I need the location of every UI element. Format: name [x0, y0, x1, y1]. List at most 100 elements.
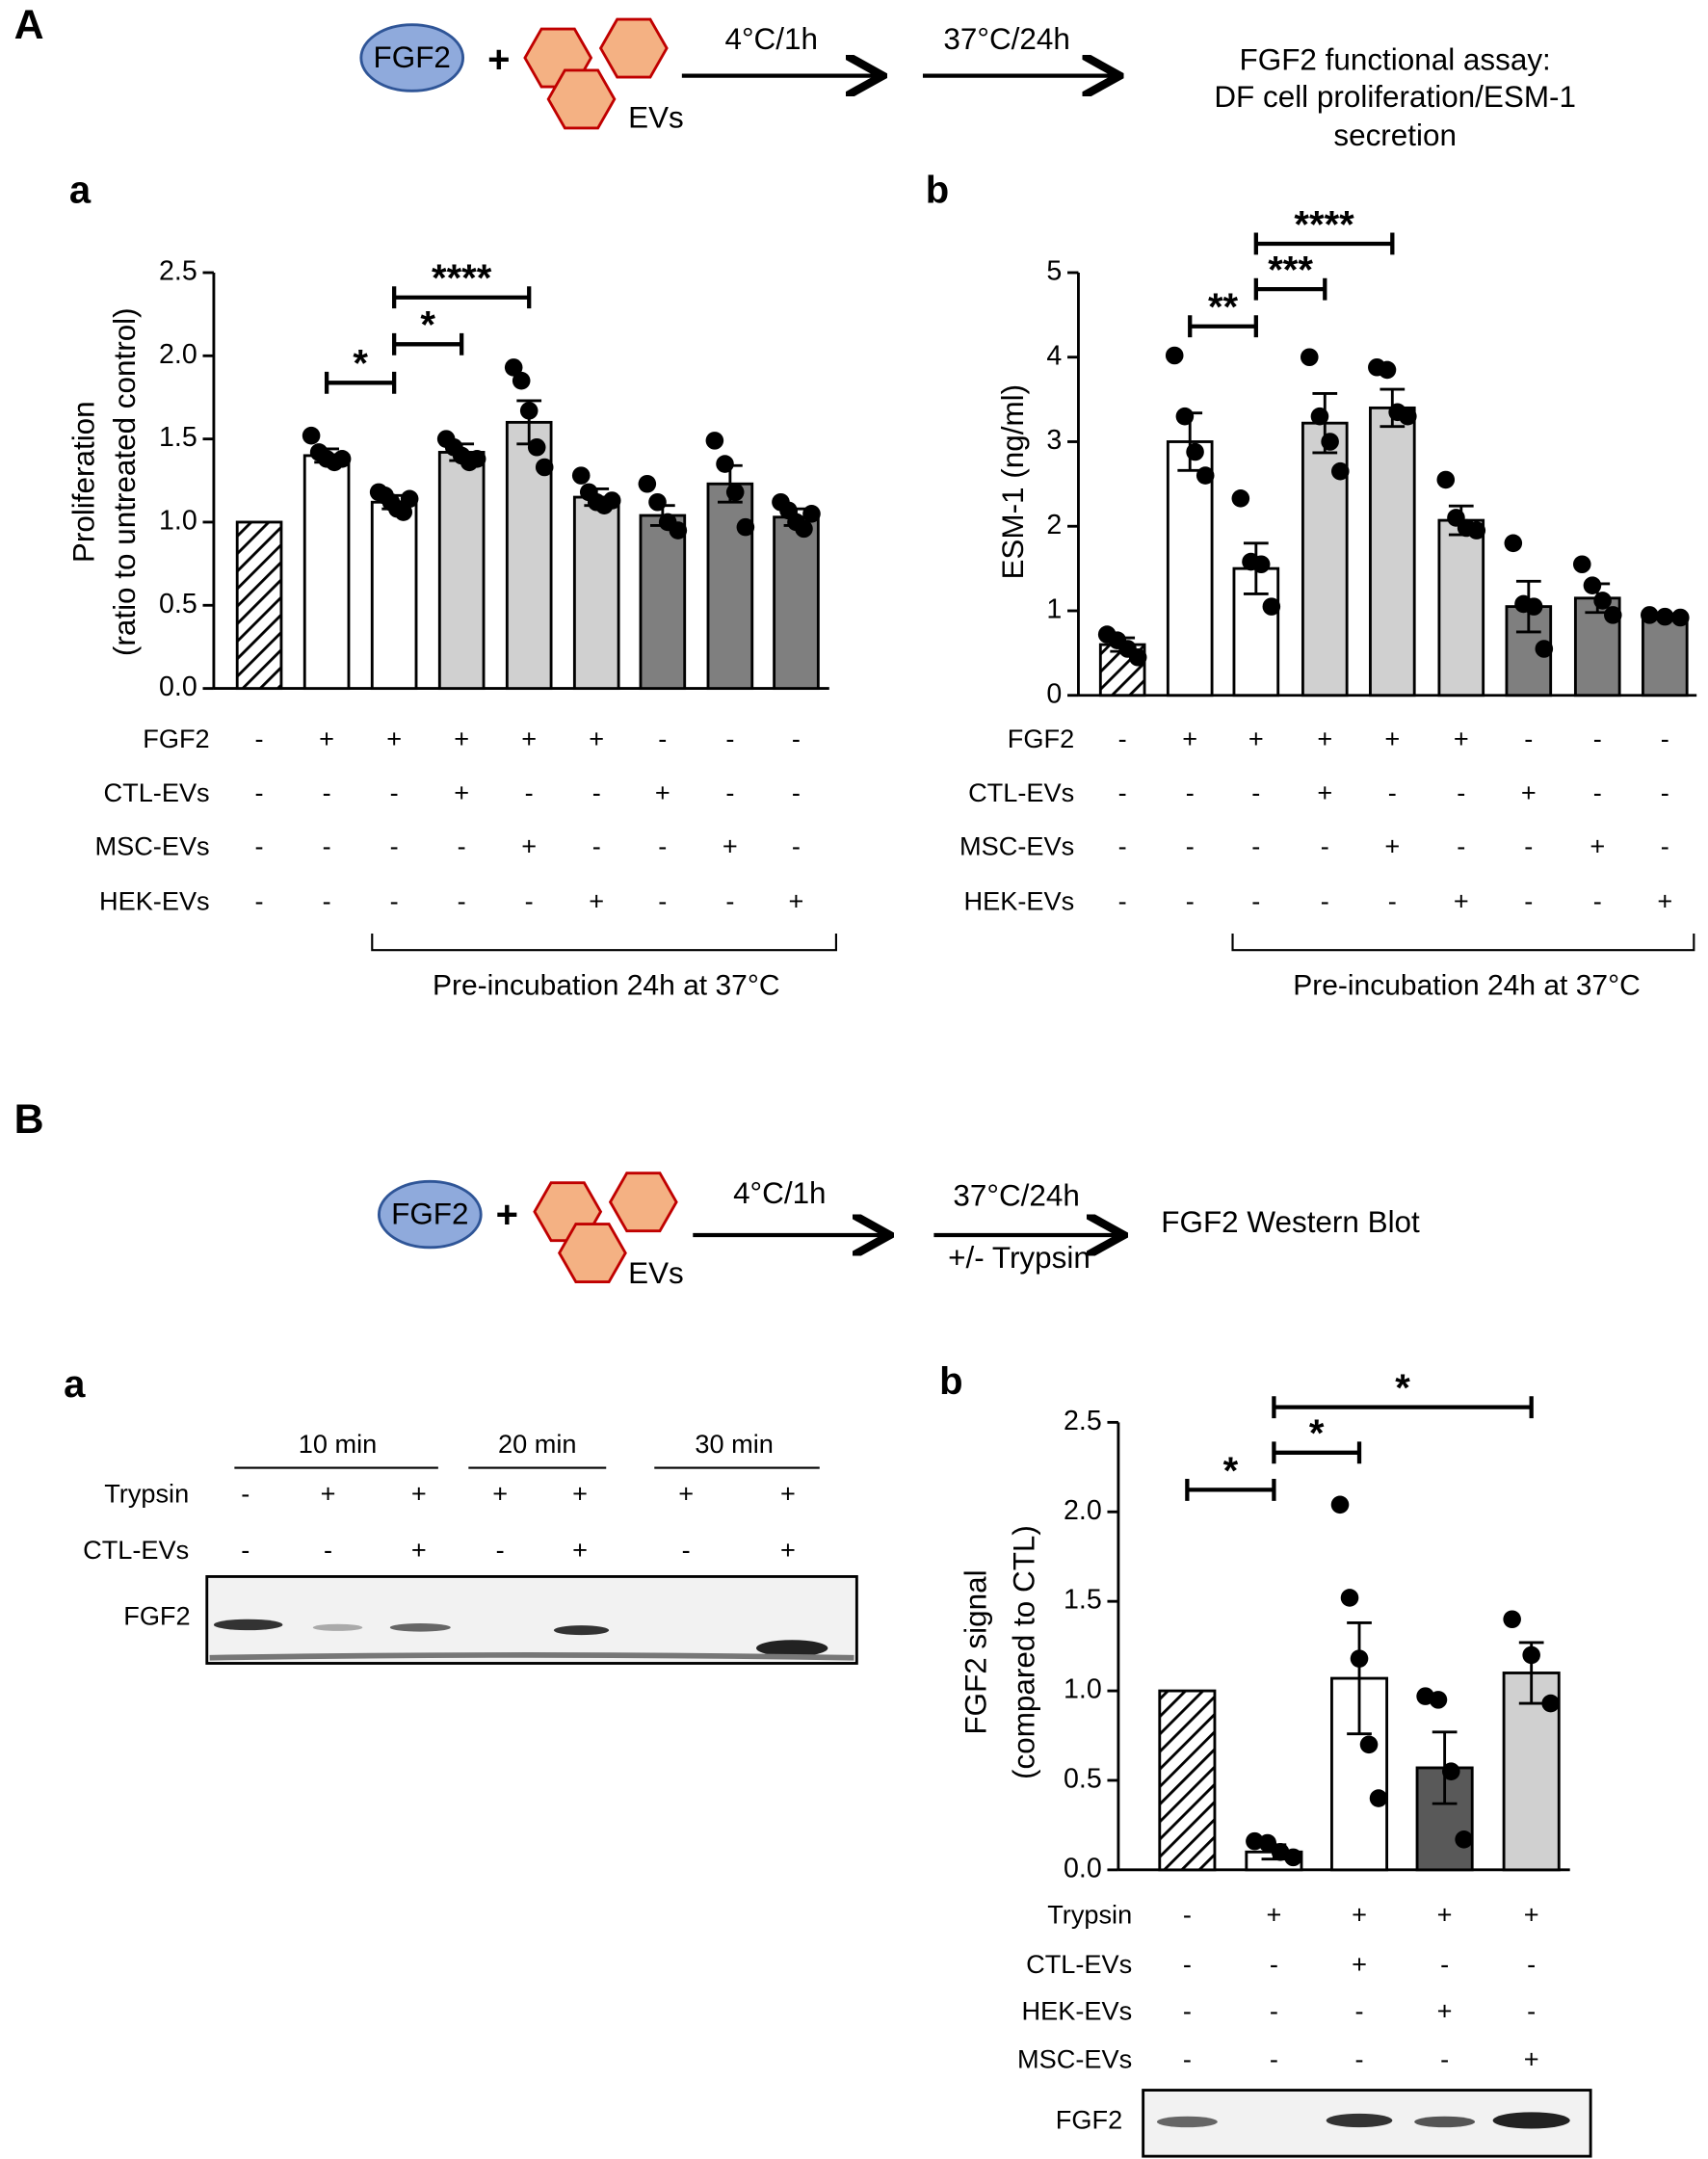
western-blot: FGF2	[1056, 2089, 1592, 2158]
y-axis-label: FGF2 signal	[959, 1569, 992, 1734]
time-label: 10 min	[299, 1429, 377, 1459]
condition-value: -	[1524, 724, 1533, 753]
significance-bracket	[392, 332, 464, 355]
condition-name: HEK-EVs	[1022, 1996, 1133, 2026]
condition-value: -	[792, 777, 801, 807]
condition-value: +	[454, 724, 469, 753]
band	[312, 1623, 363, 1631]
y-tick-label: 3	[1046, 425, 1062, 456]
y-tick-label: 2.5	[159, 256, 197, 287]
y-tick-label: 0.5	[1064, 1764, 1102, 1795]
condition-value: +	[321, 1478, 336, 1508]
condition-value: +	[1657, 886, 1672, 916]
bar	[1642, 615, 1689, 698]
bar	[773, 515, 820, 691]
step: 4°C/1h	[725, 22, 818, 56]
bar	[302, 454, 351, 691]
condition-value: -	[725, 724, 734, 753]
scheme: FGF2 + EVs 4°C/1h 37°C/24h +/- Trypsin F…	[377, 1172, 1420, 1290]
condition-value: +	[1524, 1900, 1539, 1930]
condition-value: +	[1454, 724, 1469, 753]
subpanel-label: b	[926, 170, 949, 212]
y-tick-label: 0.0	[159, 671, 197, 702]
condition-value: -	[592, 777, 601, 807]
time-label: 20 min	[498, 1429, 576, 1459]
significance-bracket	[1272, 1396, 1534, 1419]
data-point	[1524, 597, 1543, 616]
condition-value: -	[1388, 777, 1397, 807]
data-point	[716, 455, 734, 473]
condition-name: HEK-EVs	[964, 886, 1075, 916]
blot-image	[205, 1575, 858, 1665]
condition-name: MSC-EVs	[1017, 2044, 1132, 2074]
condition-value: -	[1457, 831, 1465, 861]
significance-label: *	[353, 343, 368, 385]
data-point	[725, 483, 745, 502]
condition-value: -	[658, 886, 667, 916]
condition-value: +	[1521, 777, 1537, 807]
data-point	[802, 505, 821, 523]
bar	[639, 513, 687, 691]
data-point	[332, 450, 352, 468]
condition-name: MSC-EVs	[959, 831, 1074, 861]
condition-value: -	[1593, 886, 1602, 916]
y-tick-label: 2.0	[159, 339, 197, 370]
panel-label: A	[14, 2, 44, 48]
condition-value: -	[1251, 777, 1260, 807]
data-point	[1467, 521, 1486, 540]
condition-value: -	[496, 1535, 505, 1565]
y-tick-label: 1	[1046, 594, 1062, 625]
condition-value: +	[678, 1478, 694, 1508]
condition-value: -	[1388, 886, 1397, 916]
condition-value: +	[589, 724, 604, 753]
data-point	[571, 466, 591, 485]
subpanel-label: b	[939, 1360, 962, 1403]
data-point	[1330, 1495, 1350, 1514]
condition-value: -	[1527, 1996, 1536, 2026]
data-point	[1321, 433, 1339, 451]
data-point	[1262, 597, 1281, 616]
condition-value: -	[324, 1535, 332, 1565]
group-label: Pre-incubation 24h at 37°C	[1293, 970, 1641, 1002]
error-bar	[1347, 1621, 1372, 1736]
data-point	[1175, 407, 1195, 426]
condition-name: CTL-EVs	[968, 777, 1074, 807]
condition-value: -	[458, 886, 466, 916]
significance-bracket	[1272, 1441, 1362, 1464]
condition-value: -	[525, 777, 534, 807]
condition-name: CTL-EVs	[83, 1535, 189, 1565]
protein: FGF2	[374, 40, 451, 74]
band	[1414, 2116, 1476, 2128]
condition-value: -	[1251, 886, 1260, 916]
step: 37°C/24h	[953, 1179, 1079, 1213]
condition-value: +	[780, 1478, 796, 1508]
condition-value: -	[658, 831, 667, 861]
condition-value: +	[1437, 1900, 1453, 1930]
band	[1492, 2112, 1570, 2129]
time-label: 30 min	[695, 1429, 773, 1459]
condition-value: -	[725, 886, 734, 916]
bar	[370, 500, 418, 691]
condition-value: -	[525, 886, 534, 916]
band-label: FGF2	[123, 1600, 190, 1630]
band	[756, 1640, 828, 1657]
data-point	[1331, 461, 1350, 481]
y-tick-label: 0.0	[1064, 1853, 1102, 1883]
data-point	[1284, 1848, 1302, 1867]
group-bracket	[371, 934, 837, 952]
y-tick-label: 2.5	[1064, 1406, 1102, 1436]
data-point	[400, 489, 419, 509]
condition-value: -	[1661, 831, 1669, 861]
condition-value: -	[1183, 2044, 1192, 2074]
band	[1326, 2113, 1393, 2128]
condition-value: -	[255, 777, 264, 807]
bar	[1415, 1766, 1474, 1872]
condition-name: CTL-EVs	[1026, 1949, 1132, 1979]
significance-bracket	[1188, 315, 1258, 338]
group-bracket	[1231, 934, 1695, 952]
vesicles: EVs	[628, 101, 684, 135]
condition-value: -	[241, 1535, 250, 1565]
condition-value: -	[1251, 831, 1260, 861]
condition-value: -	[1440, 2044, 1449, 2074]
data-point	[1359, 1735, 1379, 1754]
